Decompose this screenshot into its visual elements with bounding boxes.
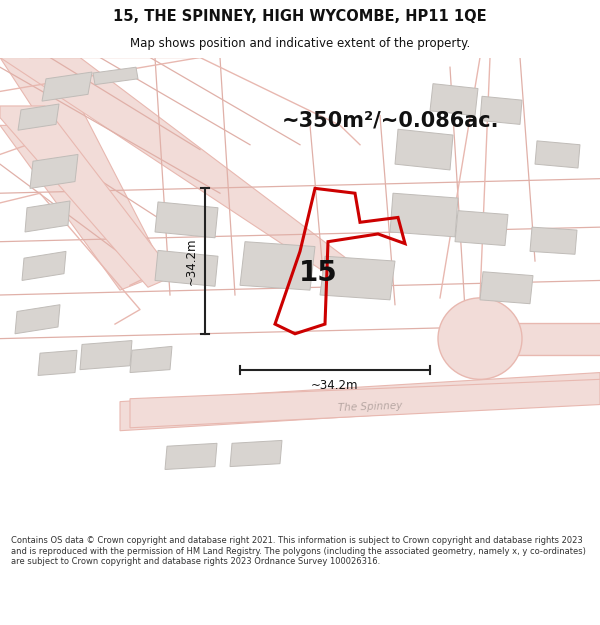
Polygon shape [0,58,160,281]
Polygon shape [320,256,395,300]
Text: ~34.2m: ~34.2m [185,238,197,285]
Polygon shape [15,305,60,334]
Text: 15: 15 [299,259,337,287]
Polygon shape [395,129,453,170]
Polygon shape [390,193,458,237]
Polygon shape [130,379,600,428]
Polygon shape [535,141,580,168]
Polygon shape [42,72,92,101]
Polygon shape [455,211,508,246]
Text: ~34.2m: ~34.2m [311,379,359,392]
Polygon shape [30,154,78,188]
Polygon shape [480,96,522,124]
Text: The Spinney: The Spinney [338,401,403,412]
Polygon shape [430,84,478,116]
Polygon shape [0,126,145,290]
Polygon shape [93,68,138,84]
Text: ~350m²/~0.086ac.: ~350m²/~0.086ac. [281,111,499,131]
Polygon shape [0,58,350,276]
Polygon shape [530,227,577,254]
Polygon shape [120,372,600,431]
Circle shape [438,298,522,379]
Polygon shape [0,106,175,288]
Text: 15, THE SPINNEY, HIGH WYCOMBE, HP11 1QE: 15, THE SPINNEY, HIGH WYCOMBE, HP11 1QE [113,9,487,24]
Text: Map shows position and indicative extent of the property.: Map shows position and indicative extent… [130,37,470,49]
Polygon shape [22,251,66,281]
Polygon shape [155,202,218,238]
Polygon shape [480,272,533,304]
Polygon shape [130,346,172,372]
Polygon shape [80,341,132,369]
Polygon shape [165,443,217,469]
Polygon shape [38,350,77,376]
Polygon shape [25,201,70,232]
Polygon shape [18,104,59,130]
Polygon shape [230,441,282,467]
Text: Contains OS data © Crown copyright and database right 2021. This information is : Contains OS data © Crown copyright and d… [11,536,586,566]
Polygon shape [155,251,218,286]
Polygon shape [240,242,315,290]
